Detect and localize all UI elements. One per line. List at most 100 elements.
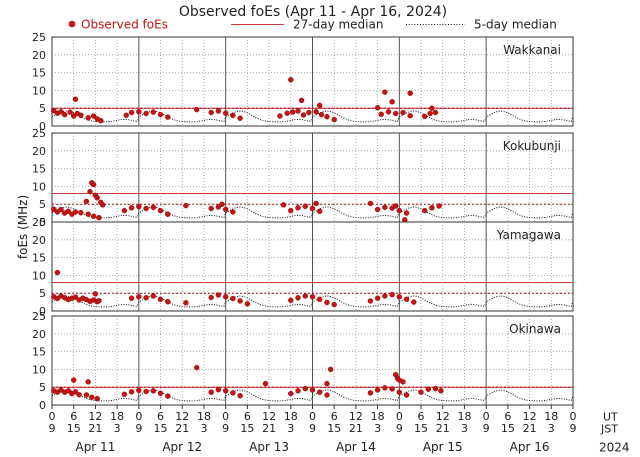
observed-point	[94, 395, 100, 402]
day-label: Apr 12	[162, 440, 202, 454]
legend-observed-label: Observed foEs	[81, 18, 168, 32]
y-tick-label: 15	[32, 252, 46, 265]
observed-point	[143, 388, 149, 395]
ut-tick-label: 0	[483, 410, 490, 423]
observed-point	[193, 106, 200, 113]
observed-point	[317, 389, 323, 395]
observed-point	[136, 387, 142, 394]
ut-tick-label: 12	[349, 410, 363, 423]
observed-point	[99, 202, 106, 208]
observed-point	[429, 205, 435, 211]
observed-point	[183, 202, 189, 209]
y-tick-label: 10	[32, 363, 46, 376]
station-name: Wakkanai	[503, 43, 561, 57]
observed-point	[150, 204, 157, 211]
observed-point	[92, 291, 99, 297]
y-tick-label: 10	[32, 269, 46, 282]
observed-point	[295, 205, 301, 211]
observed-point	[427, 110, 433, 117]
ut-tick-label: 6	[331, 410, 338, 423]
observed-point	[313, 200, 319, 207]
observed-point	[436, 203, 442, 209]
jst-tick-label: 9	[222, 422, 229, 435]
jst-tick-label: 15	[501, 422, 515, 435]
y-tick-label: 20	[32, 234, 46, 247]
observed-point	[90, 181, 97, 188]
y-tick-label: 15	[32, 163, 46, 176]
observed-point	[128, 205, 135, 211]
observed-point	[90, 213, 97, 220]
jst-tick-label: 15	[154, 422, 168, 435]
observed-point	[382, 204, 388, 211]
observed-point	[128, 295, 135, 301]
ut-tick-label: 6	[157, 410, 164, 423]
observed-point	[374, 206, 381, 213]
y-tick-label: 25	[32, 216, 46, 229]
day-label: Apr 14	[336, 440, 376, 454]
observed-point	[389, 99, 395, 105]
jst-tick-label: 3	[114, 422, 121, 435]
observed-point	[76, 392, 82, 398]
observed-point	[215, 292, 222, 298]
observed-point	[143, 205, 149, 212]
panel-okinawa: 0 5 10 15 20 25 Okinawa	[32, 310, 574, 412]
observed-point	[150, 293, 157, 299]
observed-point	[215, 204, 222, 210]
observed-point	[208, 109, 214, 116]
observed-point	[65, 208, 72, 215]
observed-point	[407, 112, 413, 119]
jst-tick-label: 9	[483, 422, 490, 435]
observed-point	[222, 294, 229, 300]
observed-point	[78, 112, 84, 119]
observed-point	[393, 110, 399, 117]
observed-point	[418, 389, 424, 395]
observed-point	[85, 379, 91, 385]
legend-observed-marker	[68, 20, 76, 28]
observed-point	[165, 114, 171, 120]
jst-tick-label: 21	[175, 422, 189, 435]
ut-tick-label: 18	[110, 410, 124, 423]
observed-point	[367, 390, 374, 396]
ut-tick-label: 12	[88, 410, 102, 423]
observed-point	[403, 392, 410, 398]
observed-point	[65, 388, 72, 394]
observed-point	[317, 296, 323, 302]
observed-point	[54, 269, 61, 276]
observed-point	[432, 385, 439, 392]
observed-point	[331, 116, 337, 123]
station-name: Yamagawa	[496, 228, 561, 242]
observed-point	[378, 111, 384, 118]
observed-point	[280, 202, 287, 208]
observed-point	[309, 387, 316, 393]
y-tick-label: 0	[39, 120, 46, 133]
observed-point	[89, 394, 95, 400]
observed-point	[324, 392, 330, 398]
y-tick-label: 20	[32, 145, 46, 158]
observed-point	[98, 117, 104, 124]
observed-point	[382, 89, 388, 95]
observed-point	[143, 295, 149, 301]
legend-median27-label: 27-day median	[293, 18, 383, 32]
year-label: 2024	[599, 441, 630, 455]
observed-point	[128, 389, 135, 395]
y-tick-label: 15	[32, 67, 46, 80]
observed-point	[157, 390, 164, 396]
ut-tick-label: 18	[371, 410, 385, 423]
observed-point	[302, 293, 308, 299]
observed-point	[327, 366, 334, 373]
jst-tick-label: 3	[287, 422, 294, 435]
station-name: Kokubunji	[503, 139, 561, 153]
observed-point	[70, 377, 77, 383]
jst-tick-label: 21	[523, 422, 537, 435]
observed-point	[237, 115, 243, 121]
jst-tick-label: 21	[88, 422, 102, 435]
observed-point	[87, 188, 93, 195]
panel-yamagawa: 0 5 10 15 20 25 Yamagawa	[32, 216, 574, 318]
jst-tick-label: 9	[135, 422, 142, 435]
observed-point	[422, 207, 428, 214]
ut-tick-label: 6	[244, 410, 251, 423]
y-tick-label: 5	[39, 198, 46, 211]
observed-point	[313, 109, 319, 115]
observed-point	[302, 203, 308, 210]
